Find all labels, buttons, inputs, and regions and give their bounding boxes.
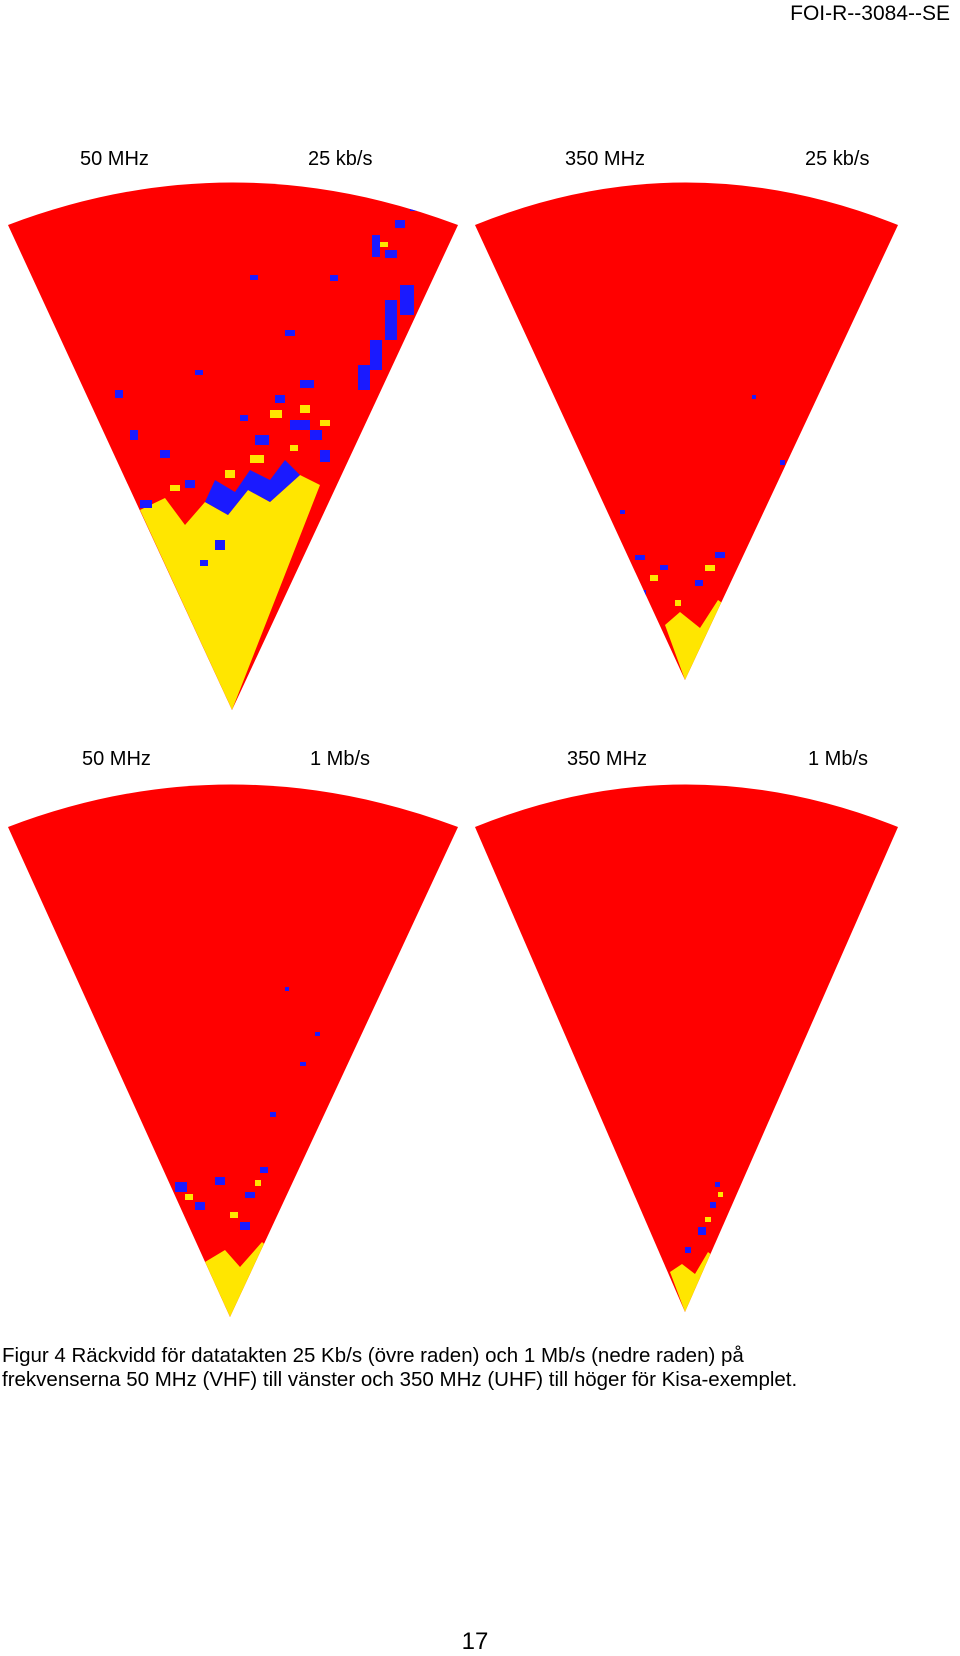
panel-1-rate-label: 25 kb/s: [308, 148, 373, 170]
scattered-in-range-patches: [185, 1180, 261, 1218]
panel-2-frequency-label: 350 MHz: [565, 148, 646, 170]
panel-4-rate-label: 1 Mb/s: [808, 748, 869, 770]
marginal-area: [205, 460, 300, 515]
coverage-sector: [8, 182, 458, 710]
page-number: 17: [461, 1628, 489, 1655]
coverage-map-350mhz-1mbs: [475, 784, 898, 1312]
scattered-in-range-patches: [170, 242, 388, 491]
panel-3-frequency-label: 50 MHz: [82, 748, 151, 770]
coverage-sector: [475, 784, 898, 1312]
panel-4-frequency-label: 350 MHz: [567, 748, 648, 770]
coverage-map-50mhz-25kbs: [8, 182, 458, 710]
in-range-area: [140, 475, 320, 710]
panel-1-frequency-label: 50 MHz: [80, 148, 149, 170]
figure-caption: Figur 4 Räckvidd för datatakten 25 Kb/s …: [2, 1344, 952, 1392]
scattered-in-range-patches: [650, 565, 715, 606]
panel-3-rate-label: 1 Mb/s: [310, 748, 371, 770]
caption-line-1: Figur 4 Räckvidd för datatakten 25 Kb/s …: [2, 1344, 744, 1367]
coverage-sector: [475, 182, 898, 680]
panel-2-rate-label: 25 kb/s: [805, 148, 870, 170]
scattered-in-range-patches: [705, 1192, 723, 1222]
coverage-map-350mhz-25kbs: [475, 182, 898, 680]
caption-line-2: frekvenserna 50 MHz (VHF) till vänster o…: [2, 1368, 798, 1391]
coverage-map-50mhz-1mbs: [8, 784, 458, 1317]
scattered-marginal-patches: [115, 205, 422, 566]
scattered-marginal-patches: [685, 1182, 720, 1253]
scattered-marginal-patches: [175, 987, 320, 1230]
report-id: FOI-R--3084--SE: [790, 2, 950, 25]
coverage-sector: [8, 784, 458, 1317]
